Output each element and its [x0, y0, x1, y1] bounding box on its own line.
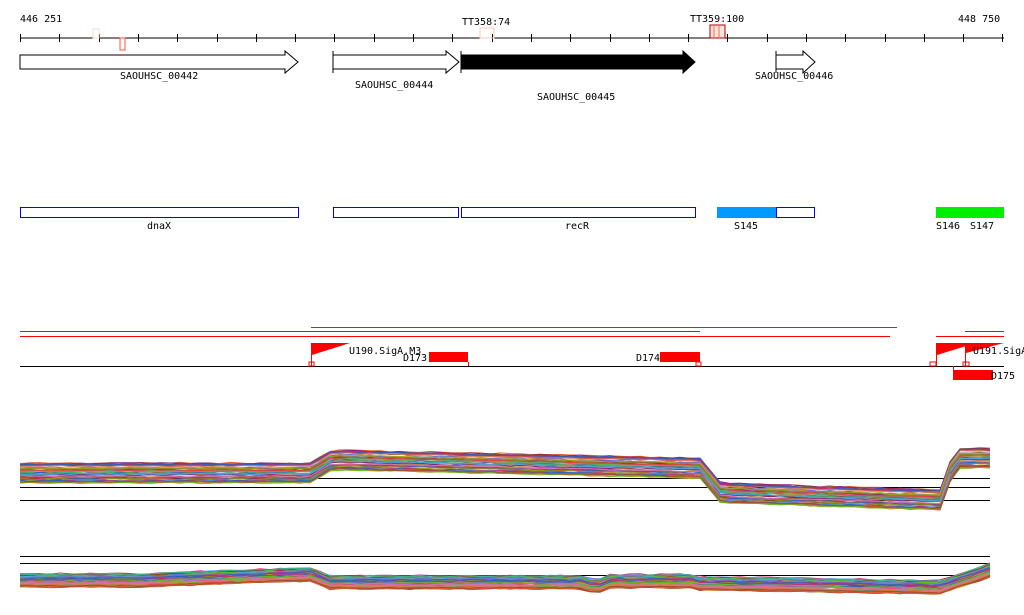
site-u190[interactable]: U190.SigA.M3: [308, 343, 421, 367]
terminator-tt359-label: TT359:100: [690, 14, 744, 25]
expression-line: [20, 460, 991, 505]
gene-label: SAOUHSC_00442: [120, 71, 198, 82]
feature-box[interactable]: [776, 207, 815, 218]
expression-line: [19, 461, 990, 506]
feature-recr[interactable]: [461, 207, 696, 218]
expression-line: [19, 567, 991, 587]
ruler-end-label: 448 750: [958, 14, 1000, 25]
gene-sao00442[interactable]: SAOUHSC_00442: [19, 49, 299, 82]
terminator-marker[interactable]: [119, 37, 126, 51]
expression-line: [19, 465, 991, 510]
box-label: D175: [991, 371, 1015, 382]
terminator-marker[interactable]: [92, 28, 100, 39]
coordinate-ruler: 446 251 448 750 TT358:74 TT359:100: [20, 14, 1004, 51]
box-d174[interactable]: D174: [636, 352, 702, 367]
feature-box[interactable]: [333, 207, 459, 218]
gene-sao00444[interactable]: SAOUHSC_00444: [332, 49, 460, 91]
expression-profile-panel-2: [19, 556, 991, 595]
terminator-tt359[interactable]: [709, 24, 726, 39]
expression-line: [20, 457, 991, 503]
box-label: D173: [403, 353, 427, 364]
feature-label: dnaX: [147, 221, 171, 232]
expression-line: [19, 571, 991, 590]
expression-line: [19, 448, 990, 491]
gene-sao00445[interactable]: SAOUHSC_00445: [460, 49, 696, 103]
expression-line: [19, 448, 991, 492]
feature-dnax[interactable]: [20, 207, 299, 218]
feature-s146-s147[interactable]: [936, 207, 1004, 218]
feature-track: dnaX recR S145 S146 S147: [20, 207, 1004, 232]
feature-label: S146: [936, 221, 960, 232]
expression-line: [19, 572, 991, 592]
gene-label: SAOUHSC_00444: [355, 80, 433, 91]
gene-label: SAOUHSC_00445: [537, 92, 615, 103]
terminator-tt358[interactable]: [479, 27, 495, 39]
expression-line: [19, 566, 991, 585]
expression-line: [19, 569, 991, 588]
feature-label: S145: [734, 221, 758, 232]
expression-profile-panel-1: [19, 447, 991, 511]
feature-label: S147: [970, 221, 994, 232]
site-u191[interactable]: U191.SigA: [929, 343, 1024, 367]
expression-line: [19, 449, 991, 494]
expression-line: [20, 575, 991, 594]
ruler-start-label: 446 251: [20, 14, 62, 25]
box-d175[interactable]: D175: [953, 366, 1015, 382]
gene-sao00446[interactable]: SAOUHSC_00446: [755, 49, 833, 82]
expression-line: [19, 453, 991, 498]
feature-label: recR: [565, 221, 590, 232]
expression-line: [19, 457, 991, 501]
box-d173[interactable]: D173: [403, 352, 469, 366]
feature-s145[interactable]: [717, 207, 777, 218]
terminator-tt358-label: TT358:74: [462, 17, 510, 28]
expression-line: [19, 453, 991, 499]
expression-line: [19, 452, 991, 496]
expression-line: [19, 563, 991, 583]
expression-line: [19, 462, 991, 507]
box-label: D174: [636, 353, 660, 364]
gene-label: SAOUHSC_00446: [755, 71, 833, 82]
regulation-track: U190.SigA.M3 D173 D174 U191.SigA D175: [20, 327, 1024, 382]
site-label: U190.SigA.M3: [349, 346, 421, 357]
site-label: U191.SigA: [973, 346, 1024, 357]
gene-track: SAOUHSC_00442 SAOUHSC_00444 SAOUHSC_0044…: [19, 49, 833, 103]
